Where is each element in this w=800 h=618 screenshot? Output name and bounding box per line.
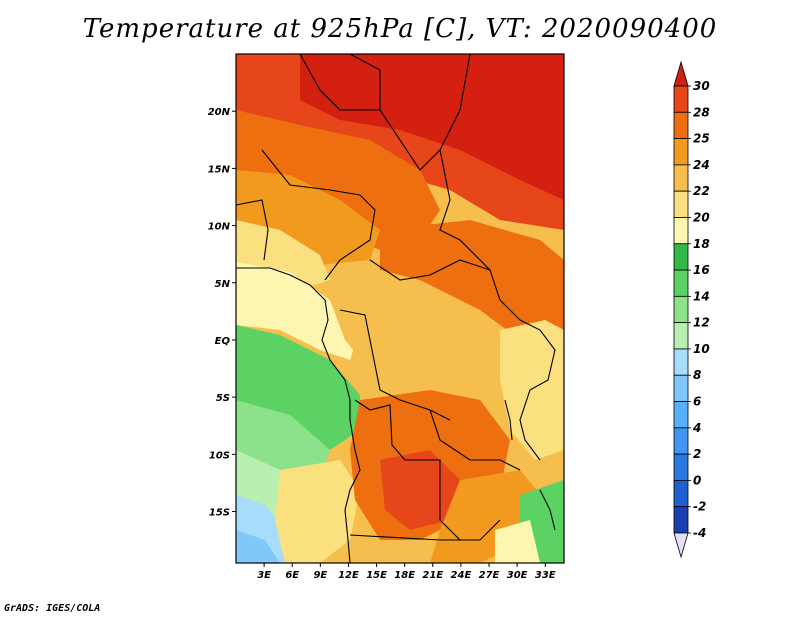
field-angola-coast xyxy=(275,460,360,563)
colorbar-segment xyxy=(673,506,689,534)
field-ocean-cooler xyxy=(236,530,280,563)
field-coast-pale xyxy=(236,262,360,360)
colorbar-label: 6 xyxy=(693,395,701,409)
field-congo xyxy=(330,290,480,390)
border-congo-2 xyxy=(429,409,521,471)
colorbar-label: 10 xyxy=(693,342,710,356)
colorbar-segment xyxy=(673,111,689,139)
colorbar-label: 12 xyxy=(693,316,710,330)
border-coastline-west xyxy=(236,267,361,563)
x-tick-label: 18E xyxy=(394,570,415,581)
border-sahara-2 xyxy=(379,54,471,171)
chart-title: Temperature at 925hPa [C], VT: 202009040… xyxy=(82,14,718,44)
colorbar-upper-arrow xyxy=(673,60,689,87)
colorbar-label: 30 xyxy=(693,79,710,93)
y-tick-label: 15S xyxy=(209,508,230,519)
border-lake-1 xyxy=(504,399,513,441)
colorbar-segment xyxy=(673,453,689,481)
colorbar-segment xyxy=(673,138,689,166)
border-sahara-1 xyxy=(299,54,381,111)
colorbar-segment xyxy=(673,217,689,245)
colorbar-label: 25 xyxy=(693,132,710,146)
plot-frame xyxy=(235,53,565,564)
colorbar-segment xyxy=(673,427,689,455)
colorbar-label: 22 xyxy=(693,184,710,198)
colorbar-segment xyxy=(673,322,689,350)
border-nigeria xyxy=(261,149,376,281)
footer-credit: GrADS: IGES/COLA xyxy=(4,603,101,614)
colorbar-label: 0 xyxy=(693,473,701,487)
border-angola xyxy=(354,399,461,541)
x-tick-label: 9E xyxy=(313,570,327,581)
colorbar-segment xyxy=(673,164,689,192)
border-lake-2 xyxy=(539,489,556,531)
colorbar-lower-arrow xyxy=(673,532,689,559)
x-tick-label: 3E xyxy=(257,570,271,581)
y-tick-label: 20N xyxy=(208,107,231,118)
colorbar-segment xyxy=(673,295,689,324)
colorbar-label: 2 xyxy=(693,447,701,461)
field-se-pale xyxy=(495,520,540,563)
border-east xyxy=(499,299,556,461)
field-sahel-orange xyxy=(236,110,440,250)
colorbar-segment xyxy=(673,348,689,376)
border-west-1 xyxy=(236,199,269,261)
colorbar-label: -2 xyxy=(693,500,706,514)
colorbar-segment xyxy=(673,190,689,218)
colorbar-label: 28 xyxy=(693,105,710,119)
x-tick-label: 15E xyxy=(366,570,387,581)
colorbar-label: 16 xyxy=(693,263,710,277)
field-band-sahara xyxy=(300,54,564,200)
y-axis: 20N 15N 10N 5N EQ 5S 10S 15S xyxy=(208,107,236,519)
y-tick-label: 15N xyxy=(208,164,231,175)
y-tick-label: 10N xyxy=(208,222,231,233)
x-tick-label: 21E xyxy=(422,570,443,581)
x-tick-label: 33E xyxy=(535,570,556,581)
x-tick-label: 27E xyxy=(479,570,500,581)
colorbar-segment xyxy=(673,480,689,508)
colorbar-label: 18 xyxy=(693,237,710,251)
field-gulf-coast xyxy=(236,220,330,290)
colorbar-label: 24 xyxy=(693,158,710,172)
colorbar-label: 4 xyxy=(692,421,701,435)
y-tick-label: EQ xyxy=(215,336,231,347)
border-car xyxy=(369,259,491,281)
field-car xyxy=(380,220,564,340)
colorbar-segment xyxy=(673,374,689,402)
border-chad-sudan xyxy=(439,149,501,301)
x-tick-label: 6E xyxy=(285,570,299,581)
colorbar-segment xyxy=(673,85,689,113)
y-tick-label: 10S xyxy=(209,450,230,461)
country-borders xyxy=(236,54,556,563)
colorbar-label: 20 xyxy=(693,210,710,224)
x-tick-label: 24E xyxy=(451,570,472,581)
x-tick-label: 30E xyxy=(507,570,528,581)
colorbar-segment xyxy=(673,243,689,271)
y-tick-label: 5S xyxy=(216,393,230,404)
border-south xyxy=(349,519,501,541)
y-tick-label: 5N xyxy=(215,279,231,290)
colorbar-label: 14 xyxy=(693,289,710,303)
field-east-highlands xyxy=(500,320,564,460)
colorbar-label: -4 xyxy=(693,526,706,540)
colorbar-segment xyxy=(673,269,689,297)
colorbar-segment xyxy=(673,401,689,429)
temperature-field xyxy=(236,54,564,563)
x-tick-label: 12E xyxy=(338,570,359,581)
x-axis: 3E 6E 9E 12E 15E 18E 21E 24E 27E 30E 33E xyxy=(257,563,556,581)
colorbar-label: 8 xyxy=(693,368,701,382)
